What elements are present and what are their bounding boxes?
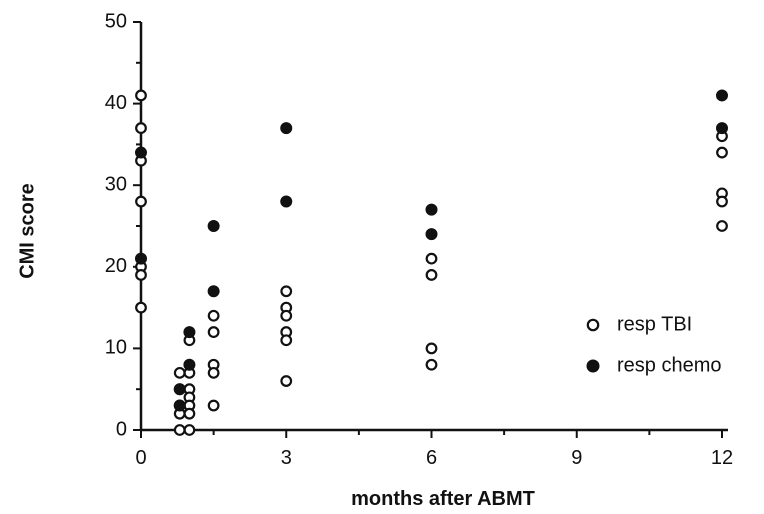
data-point-resp-tbi xyxy=(425,342,438,355)
x-tick-label: 6 xyxy=(426,447,437,469)
data-point-resp-chemo xyxy=(716,89,728,102)
data-point-resp-tbi xyxy=(135,301,147,314)
x-tick-label: 9 xyxy=(571,447,582,469)
data-point-resp-chemo xyxy=(425,203,438,216)
data-point-resp-chemo xyxy=(173,383,186,396)
data-point-resp-tbi xyxy=(280,375,293,387)
data-point-resp-tbi xyxy=(135,89,147,102)
data-point-resp-chemo xyxy=(207,285,220,298)
data-point-resp-tbi xyxy=(280,309,293,322)
y-tick-label: 50 xyxy=(105,10,127,32)
data-point-resp-tbi xyxy=(280,334,293,347)
legend-label-resp-tbi: resp TBI xyxy=(617,313,692,335)
data-point-resp-tbi xyxy=(183,424,196,436)
legend-label-resp-chemo: resp chemo xyxy=(617,354,722,376)
data-point-resp-tbi xyxy=(425,269,438,281)
legend-marker-resp-chemo xyxy=(586,359,600,373)
y-tick-label: 30 xyxy=(105,173,127,195)
data-point-resp-tbi xyxy=(280,285,293,298)
data-point-resp-chemo xyxy=(173,399,186,412)
y-tick-label: 10 xyxy=(105,337,127,359)
data-point-resp-tbi xyxy=(207,399,220,412)
data-point-resp-tbi xyxy=(135,195,147,208)
x-axis-title: months after ABMT xyxy=(351,488,535,510)
data-point-resp-chemo xyxy=(183,358,196,371)
data-point-resp-tbi xyxy=(183,407,196,420)
data-point-resp-tbi xyxy=(135,269,147,281)
data-point-resp-tbi xyxy=(207,309,220,322)
y-tick-label: 0 xyxy=(116,418,127,440)
data-point-resp-chemo xyxy=(207,220,220,232)
data-points xyxy=(135,89,728,436)
data-point-resp-tbi xyxy=(135,122,147,134)
data-point-resp-tbi xyxy=(173,424,186,436)
data-point-resp-chemo xyxy=(280,122,293,135)
data-point-resp-chemo xyxy=(135,146,147,159)
tick-labels: 0 10 20 30 40 50 0 3 6 9 12 xyxy=(105,10,733,469)
legend: resp TBI resp chemo xyxy=(586,313,722,376)
data-point-resp-chemo xyxy=(280,195,293,208)
data-point-resp-tbi xyxy=(207,326,220,338)
x-tick-label: 12 xyxy=(711,447,733,469)
data-point-resp-tbi xyxy=(716,220,728,232)
data-point-resp-tbi xyxy=(425,252,438,265)
y-axis-title: CMI score xyxy=(16,183,38,279)
data-point-resp-chemo xyxy=(183,326,196,339)
data-point-resp-chemo xyxy=(716,122,728,135)
y-tick-label: 40 xyxy=(105,92,127,114)
data-point-resp-tbi xyxy=(207,366,220,379)
y-tick-label: 20 xyxy=(105,255,127,277)
data-point-resp-chemo xyxy=(135,252,147,265)
data-point-resp-tbi xyxy=(716,146,728,159)
x-tick-label: 0 xyxy=(135,447,146,469)
legend-marker-resp-tbi xyxy=(586,318,600,332)
data-point-resp-chemo xyxy=(425,228,438,241)
x-tick-label: 3 xyxy=(281,447,292,469)
data-point-resp-tbi xyxy=(425,358,438,371)
data-point-resp-tbi xyxy=(716,195,728,208)
data-point-resp-tbi xyxy=(173,366,186,379)
